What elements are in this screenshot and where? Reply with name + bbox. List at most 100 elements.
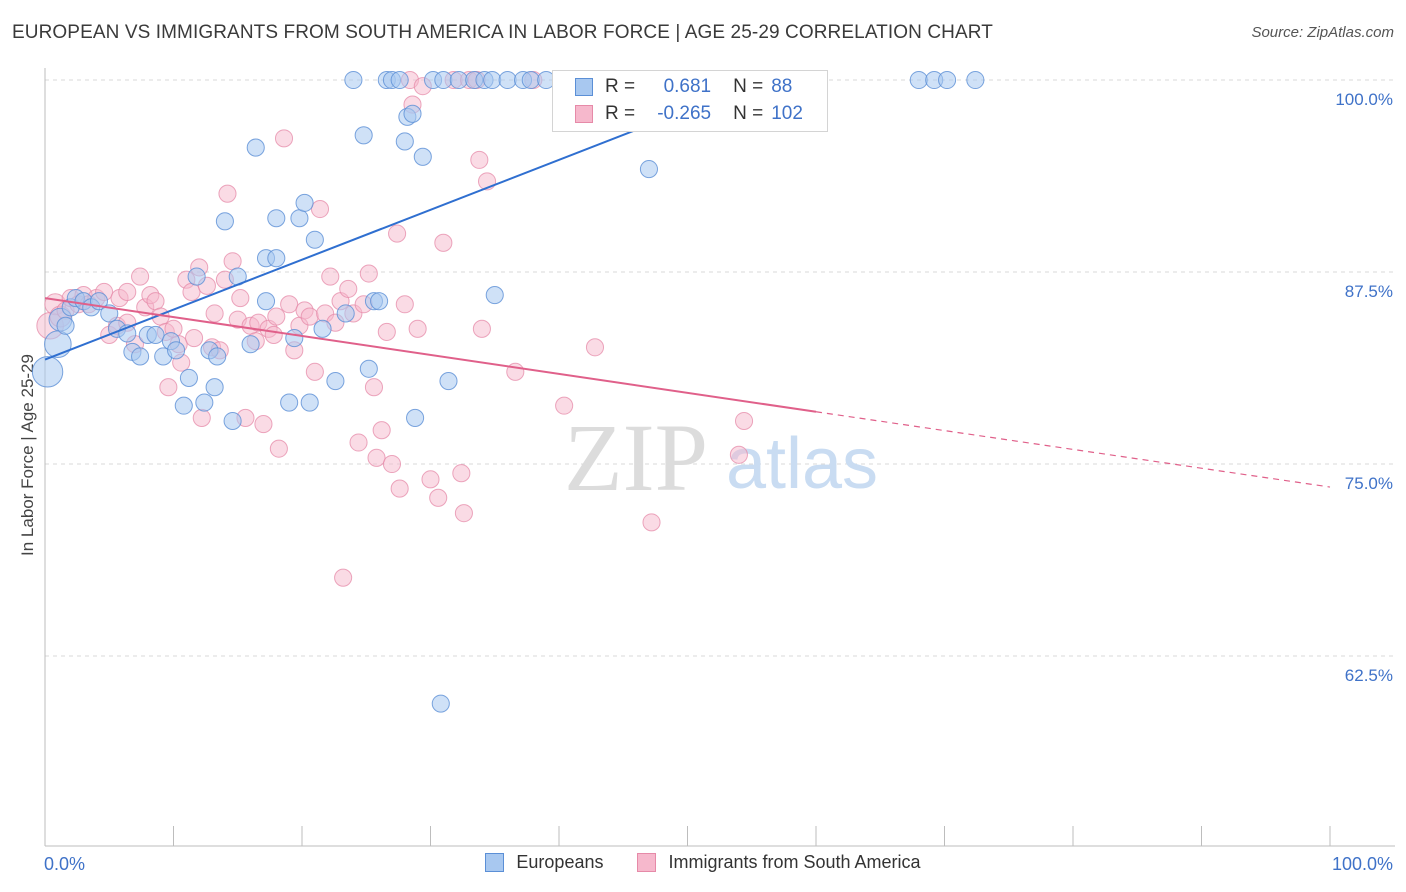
gridlines [45, 79, 1395, 657]
immigrants-point [364, 378, 384, 397]
europeans-point [31, 356, 64, 388]
r-value: -0.265 [657, 103, 712, 124]
watermark: ZIP atlas [564, 404, 878, 511]
immigrants-point [118, 282, 137, 302]
immigrants-point [205, 304, 224, 323]
immigrants-point [429, 488, 448, 507]
europeans-point [179, 368, 198, 388]
r-label: R = [605, 76, 636, 97]
europeans-point [909, 70, 928, 90]
immigrants-point [131, 267, 150, 286]
europeans-point [215, 212, 234, 231]
y-tick-label: 87.5% [1345, 282, 1393, 301]
immigrants-point [192, 408, 211, 427]
immigrants-point [421, 470, 440, 489]
europeans-point [300, 393, 319, 412]
immigrants-point [310, 199, 330, 219]
stats-row-europeans: R = 0.681 N = 88 [575, 75, 792, 99]
europeans-point [359, 359, 378, 378]
immigrants-point [349, 433, 368, 452]
legend-label-immigrants: Immigrants from South America [668, 852, 921, 872]
europeans-points [31, 70, 985, 713]
europeans-point [195, 393, 214, 412]
europeans-point [498, 70, 517, 90]
europeans-point [285, 328, 304, 348]
immigrants-point [382, 454, 402, 474]
europeans-point [280, 393, 299, 412]
immigrants-point [452, 464, 471, 483]
europeans-point [295, 193, 314, 212]
legend-swatch-europeans [485, 853, 505, 872]
europeans-point [966, 70, 985, 90]
chart-title: EUROPEAN VS IMMIGRANTS FROM SOUTH AMERIC… [12, 22, 993, 43]
europeans-point [146, 325, 165, 345]
europeans-point [241, 335, 260, 354]
europeans-point [354, 126, 373, 145]
immigrants-swatch [575, 105, 593, 123]
europeans-point [246, 138, 265, 157]
tick-labels: 100.0% 87.5% 75.0% 62.5% 0.0% 100.0% [44, 90, 1393, 874]
immigrants-point [182, 282, 201, 302]
immigrants-point [274, 129, 294, 148]
immigrants-trend-extension [815, 411, 1331, 488]
immigrants-point [454, 504, 473, 523]
immigrants-point [280, 295, 299, 314]
immigrants-point [390, 479, 409, 498]
europeans-point [336, 304, 355, 323]
immigrants-point [300, 307, 319, 326]
immigrants-point [267, 307, 286, 326]
x-tick-label: 100.0% [1332, 854, 1393, 874]
n-value: 88 [771, 76, 793, 97]
r-value: 0.681 [663, 76, 712, 97]
immigrants-point [377, 322, 396, 341]
x-tick-label: 0.0% [44, 854, 85, 874]
immigrants-point [223, 252, 242, 271]
europeans-point [256, 292, 276, 311]
europeans-swatch [575, 78, 593, 96]
legend-item-europeans[interactable]: Europeans [485, 852, 603, 873]
legend-item-immigrants[interactable]: Immigrants from South America [637, 852, 921, 873]
immigrants-point [269, 439, 288, 458]
watermark-zip: ZIP [564, 404, 708, 511]
europeans-point [395, 132, 414, 151]
immigrants-point [159, 378, 178, 397]
immigrants-point [359, 264, 378, 283]
source-label: Source: ZipAtlas.com [1251, 24, 1394, 41]
stats-row-immigrants: R = -0.265 N = 102 [575, 102, 803, 126]
europeans-point [521, 70, 540, 90]
immigrants-point [218, 184, 237, 203]
immigrants-point [254, 415, 273, 434]
axes [44, 68, 1395, 847]
europeans-point [938, 70, 957, 90]
y-tick-label: 62.5% [1345, 666, 1393, 685]
legend-label-europeans: Europeans [516, 852, 604, 872]
immigrants-point [585, 338, 605, 357]
europeans-point [56, 316, 75, 335]
europeans-point [305, 230, 324, 249]
immigrants-point [408, 319, 427, 338]
europeans-point [187, 267, 206, 286]
immigrants-point [334, 568, 353, 587]
europeans-point [434, 70, 453, 90]
immigrants-point [185, 328, 204, 348]
europeans-point [406, 408, 425, 427]
immigrants-point [729, 445, 748, 464]
immigrants-trend-line [44, 297, 817, 413]
europeans-point [390, 70, 409, 90]
europeans-point [485, 285, 504, 305]
immigrants-point [264, 325, 283, 345]
europeans-point [208, 347, 227, 366]
r-label: R = [605, 103, 636, 124]
n-label: N = [733, 103, 764, 124]
europeans-point [639, 160, 659, 179]
europeans-point [431, 694, 450, 713]
y-tick-label: 100.0% [1335, 90, 1393, 109]
europeans-point [403, 104, 422, 123]
immigrants-point [146, 292, 165, 311]
europeans-point [290, 209, 309, 228]
immigrants-point [642, 513, 661, 532]
europeans-point [439, 372, 458, 391]
europeans-point [267, 209, 286, 228]
immigrants-point [321, 267, 340, 286]
